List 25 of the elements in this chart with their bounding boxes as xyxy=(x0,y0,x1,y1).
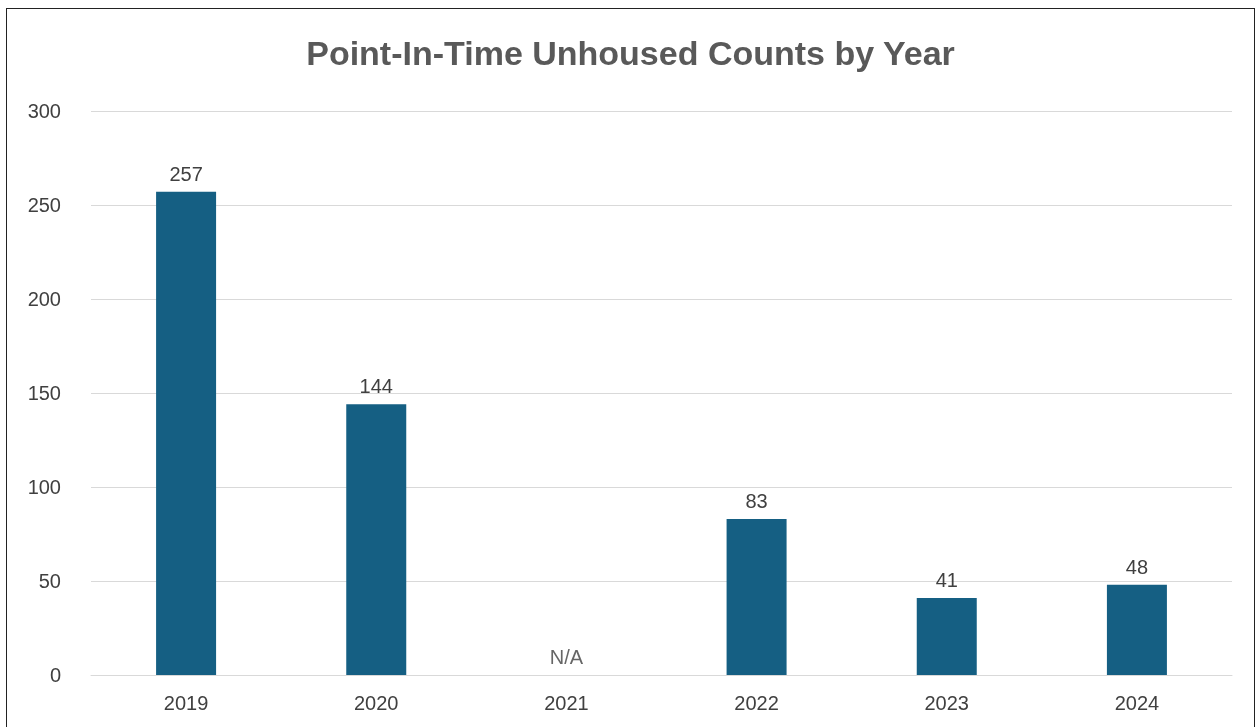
y-tick-label: 250 xyxy=(27,194,61,216)
text: N/A xyxy=(549,646,584,668)
data-label: 83 xyxy=(745,489,768,512)
data-label: 257 xyxy=(169,162,203,185)
x-tick-label: 2019 xyxy=(163,692,209,714)
y-tick-label: 50 xyxy=(38,570,61,592)
y-tick-label: 0 xyxy=(49,664,61,686)
data-label: 144 xyxy=(359,375,393,398)
bar xyxy=(726,518,787,675)
chart-title: Point-In-Time Unhoused Counts by Year xyxy=(306,34,955,72)
x-tick-label: 2021 xyxy=(544,692,589,714)
bar xyxy=(916,597,977,675)
y-tick-label: 300 xyxy=(27,100,61,122)
y-tick-label: 150 xyxy=(27,382,61,404)
data-label: 48 xyxy=(1125,555,1149,578)
bar xyxy=(1106,584,1167,675)
y-tick-label: 100 xyxy=(27,476,61,498)
x-tick-label: 2024 xyxy=(1114,692,1160,714)
y-tick-label: 200 xyxy=(27,288,61,310)
x-tick-label: 2023 xyxy=(924,692,969,714)
x-tick-label: 2022 xyxy=(734,692,779,714)
bar xyxy=(346,404,407,675)
data-label: 41 xyxy=(935,568,958,591)
bar xyxy=(156,191,217,675)
x-tick-label: 2020 xyxy=(354,692,399,714)
